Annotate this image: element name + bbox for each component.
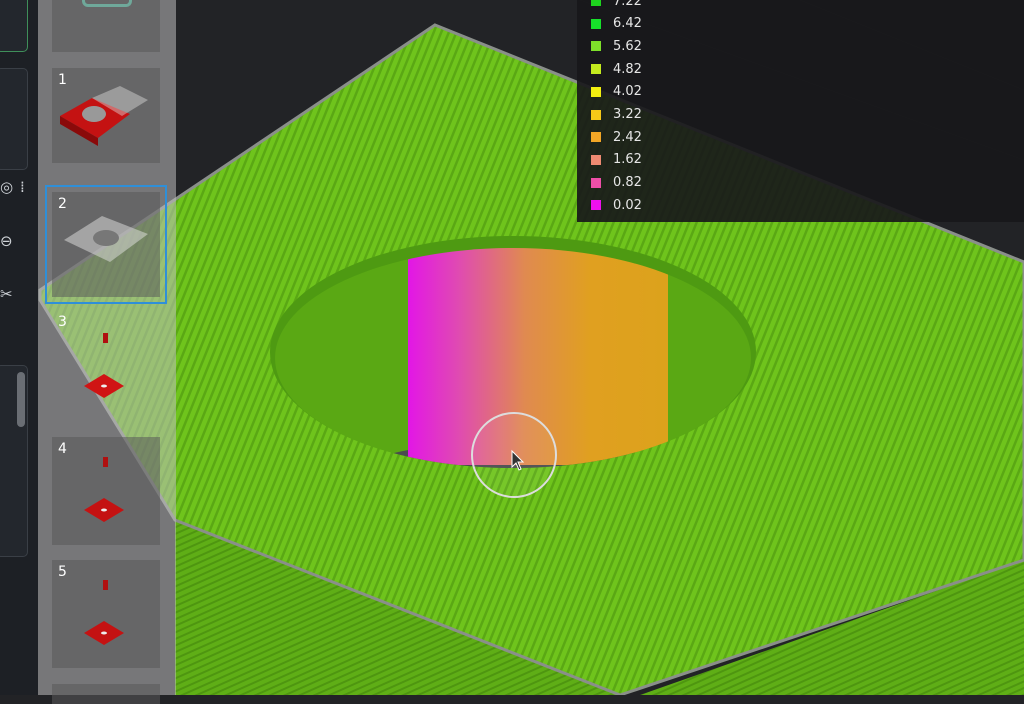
legend-item: 2.42 <box>591 127 642 147</box>
model-side-face-right <box>640 560 1024 695</box>
plate-thumbnail[interactable]: 1 <box>52 68 160 163</box>
legend-swatch <box>591 109 601 120</box>
plate-thumbnail[interactable] <box>52 0 160 52</box>
plate-thumbnail[interactable]: 3 <box>52 310 160 420</box>
legend-swatch <box>591 132 601 143</box>
legend-value: 0.02 <box>613 197 642 213</box>
scrollbar[interactable] <box>17 372 25 427</box>
legend-value: 2.42 <box>613 129 642 145</box>
legend-item: 0.82 <box>591 173 642 193</box>
legend-item: 7.22 <box>591 0 642 11</box>
legend-value: 3.22 <box>613 107 642 122</box>
legend-swatch <box>591 177 601 188</box>
plate-model-preview <box>64 216 148 262</box>
legend-value: 4.02 <box>613 84 642 100</box>
toolbar-panel <box>0 68 28 170</box>
plate-thumbnail[interactable]: 5 <box>52 560 160 668</box>
legend-value: 7.22 <box>613 0 642 9</box>
legend-item: 4.02 <box>591 82 642 102</box>
legend-swatch <box>591 154 601 165</box>
speed-colored-wall <box>408 248 668 465</box>
plate-thumbnail[interactable]: 4 <box>52 437 160 545</box>
toolbar-button[interactable] <box>0 0 28 52</box>
plate-thumbnail-selected[interactable]: 2 <box>45 185 167 304</box>
legend-value: 1.62 <box>613 152 642 168</box>
legend-item: 4.82 <box>591 59 642 79</box>
plate-model-preview <box>84 333 124 398</box>
legend-swatch <box>591 18 601 29</box>
plate-model-preview <box>84 580 124 645</box>
plate-icon <box>82 0 132 7</box>
legend-value: 4.82 <box>613 61 642 77</box>
list-panel <box>0 365 28 557</box>
legend-swatch <box>591 41 601 52</box>
cursor-arrow-icon <box>511 449 525 471</box>
plate-model-preview <box>60 86 148 146</box>
minus-circle-icon[interactable]: ⊖ <box>0 232 13 250</box>
legend-item: 1.62 <box>591 150 642 170</box>
legend-swatch <box>591 86 601 97</box>
legend-value: 6.42 <box>613 16 642 32</box>
speed-legend: 7.22 6.42 5.62 4.82 4.02 3.22 2.42 1.62 0.82 0.02 <box>577 0 1024 222</box>
plate-thumbnail[interactable] <box>52 684 160 704</box>
plate-model-preview <box>84 457 124 522</box>
legend-value: 5.62 <box>613 38 642 54</box>
link-icon[interactable]: ⁞ <box>20 178 25 196</box>
orient-icon[interactable]: ◎ <box>0 178 14 196</box>
legend-value: 0.82 <box>613 175 642 191</box>
legend-swatch <box>591 0 601 6</box>
legend-item: 6.42 <box>591 14 642 34</box>
cut-icon[interactable]: ✂ <box>0 285 13 303</box>
plate-list: 1 2 3 4 5 <box>38 0 176 704</box>
legend-swatch <box>591 200 601 211</box>
legend-item: 5.62 <box>591 36 642 56</box>
legend-item: 3.22 <box>591 105 642 125</box>
legend-swatch <box>591 64 601 75</box>
left-toolbar: ◎ ⁞ ⊖ ✂ <box>0 0 38 695</box>
legend-item: 0.02 <box>591 195 642 215</box>
